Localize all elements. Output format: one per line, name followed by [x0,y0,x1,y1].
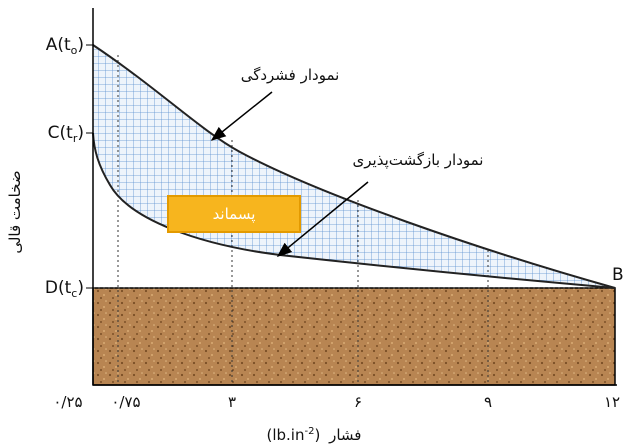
label-close: ) [77,278,84,298]
label-main: D(t [45,278,72,298]
unit-sup: -2 [304,426,314,437]
label-close: ) [77,35,84,55]
point-b: B [612,265,624,285]
x-tick-label: ۳ [228,393,236,411]
label-main: A(t [46,35,71,55]
word: فشار [328,426,361,444]
x-tick-label: ۹ [484,393,492,411]
x-tick-label: ۱۲ [604,393,620,411]
x-tick-label: ۰/۷۵ [111,393,140,411]
x-axis-title: (lb.in-2) فشار [267,426,362,444]
y-label: C(tr) [48,123,84,145]
carpet-base [93,288,615,385]
y-axis-title: ضخامت قالی [6,170,24,253]
x-tick-labels: ۰/۲۵ ۰/۷۵ ۳ ۶ ۹ ۱۲ [53,393,620,411]
y-label: A(to) [46,35,84,57]
compression-label: نمودار فشردگی [241,66,340,84]
plot [86,8,617,385]
diagram: پسماند نمودار فشردگی نمودار بازگشت‌پذیری… [0,0,628,448]
y-label: D(tc) [45,278,84,300]
y-ticks [86,45,93,288]
label-close: ) [77,123,84,143]
rebound-label: نمودار بازگشت‌پذیری [353,151,484,170]
compression-arrow [212,92,272,140]
y-labels: A(to) C(tr) D(tc) [45,35,84,300]
label-main: C(t [48,123,74,143]
x-tick-label: ۶ [354,393,362,411]
unit-close: ) [314,426,320,444]
x-tick-label: ۰/۲۵ [53,393,82,411]
unit: (lb.in [267,426,305,444]
residual-label: پسماند [213,205,256,224]
